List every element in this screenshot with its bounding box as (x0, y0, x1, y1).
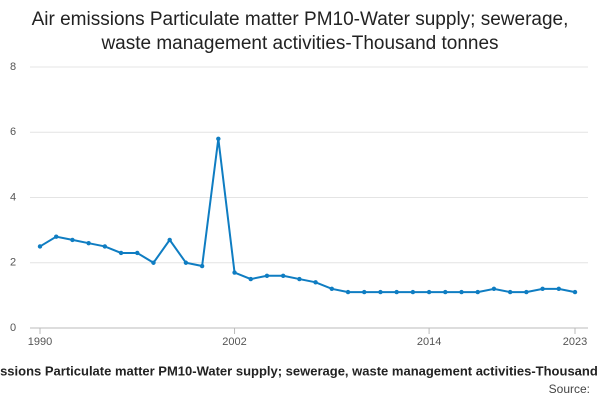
point (102, 244, 108, 249)
x-tick-label: 1990 (28, 336, 52, 348)
point (86, 240, 91, 246)
point (507, 289, 513, 295)
y-tick-label: 0 (10, 322, 16, 334)
point (167, 237, 172, 243)
point (248, 276, 253, 282)
point (232, 270, 237, 275)
point (475, 289, 480, 295)
point (297, 276, 302, 282)
point (572, 289, 578, 295)
point (199, 263, 205, 269)
y-tick-label: 2 (10, 257, 16, 269)
source: Source: (549, 382, 590, 396)
point (37, 244, 43, 249)
point (54, 234, 59, 239)
y-tick-label: 4 (10, 191, 16, 203)
point (410, 289, 416, 295)
x-tick-label: 2023 (563, 336, 587, 348)
point (183, 260, 189, 265)
point (216, 136, 221, 141)
x-tick-label: 2002 (222, 336, 246, 348)
point (524, 289, 529, 295)
chart-title: Air emissions Particulate matter PM10-Wa… (31, 9, 569, 54)
point (491, 286, 497, 292)
y-tick-label: 8 (10, 61, 16, 73)
x-tick-label: 2014 (417, 336, 441, 348)
point (70, 237, 75, 243)
point (459, 289, 464, 295)
line (39, 138, 576, 294)
point (151, 260, 156, 265)
point (329, 286, 335, 292)
point (280, 273, 286, 278)
point (313, 280, 318, 285)
point (362, 289, 367, 295)
point (556, 286, 561, 292)
point (345, 289, 351, 295)
point (135, 250, 140, 256)
point (378, 289, 383, 295)
point (540, 286, 545, 292)
point (264, 273, 270, 278)
point (443, 289, 448, 295)
y-tick-label: 6 (10, 126, 16, 138)
point (426, 289, 432, 295)
point (118, 250, 124, 256)
point (394, 289, 399, 295)
x-axis-label: Air emissions Particulate matter PM10-Wa… (0, 363, 600, 378)
